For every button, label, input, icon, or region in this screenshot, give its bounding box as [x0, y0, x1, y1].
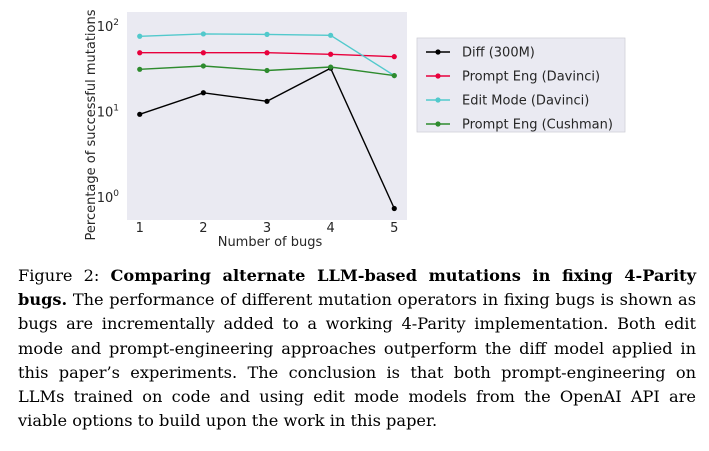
- legend-marker: [435, 49, 441, 55]
- data-point: [391, 205, 397, 212]
- line-chart: 1 2 3 4 5 100 101 102 Number of bugs Percentage…: [84, 9, 626, 250]
- y-tick-label: 101: [97, 103, 119, 120]
- data-point: [200, 31, 206, 37]
- y-axis-label: Percentage of successful mutations: [84, 9, 99, 240]
- figure-caption: Figure 2: Comparing alternate LLM-based …: [18, 264, 696, 433]
- data-point: [328, 64, 334, 70]
- data-point: [137, 111, 143, 117]
- series-3: [137, 63, 397, 79]
- legend-label: Prompt Eng (Cushman): [462, 118, 613, 133]
- data-point: [200, 90, 206, 96]
- data-point: [391, 72, 397, 79]
- x-tick-label: 1: [136, 221, 144, 236]
- legend-label: Diff (300M): [462, 46, 535, 61]
- data-point: [200, 50, 206, 56]
- caption-label: Figure 2:: [18, 266, 100, 285]
- caption-body: The performance of different mutation op…: [18, 290, 697, 431]
- data-point: [200, 63, 206, 69]
- data-point: [264, 31, 270, 37]
- legend: Diff (300M) Prompt Eng (Davinci) Edit Mode…: [416, 37, 626, 133]
- data-point: [264, 98, 270, 104]
- caption-title: Comparing alternate LLM-based mutations …: [18, 266, 696, 310]
- x-tick-label: 3: [263, 221, 271, 236]
- data-point: [328, 51, 334, 57]
- axis-ticks: 1 2 3 4 5 100 101 102: [97, 18, 399, 236]
- data-point: [137, 66, 143, 72]
- data-point: [264, 50, 270, 56]
- data-point: [328, 32, 334, 38]
- data-point: [391, 54, 397, 60]
- series-1: [137, 50, 397, 60]
- legend-marker: [435, 121, 441, 127]
- series-layer: [137, 31, 397, 212]
- plot-area: [127, 12, 407, 220]
- series-2: [137, 31, 397, 79]
- x-tick-label: 5: [390, 221, 398, 236]
- y-tick-label: 102: [97, 18, 119, 35]
- x-axis-label: Number of bugs: [218, 235, 323, 250]
- y-tick-label: 100: [97, 189, 120, 206]
- legend-label: Prompt Eng (Davinci): [462, 70, 600, 85]
- legend-box: [416, 37, 626, 133]
- legend-marker: [435, 97, 441, 103]
- data-point: [264, 67, 270, 74]
- data-point: [137, 50, 143, 56]
- x-tick-label: 2: [199, 221, 207, 236]
- legend-marker: [435, 73, 441, 79]
- x-tick-label: 4: [326, 221, 334, 236]
- legend-label: Edit Mode (Davinci): [462, 94, 589, 109]
- data-point: [137, 33, 143, 39]
